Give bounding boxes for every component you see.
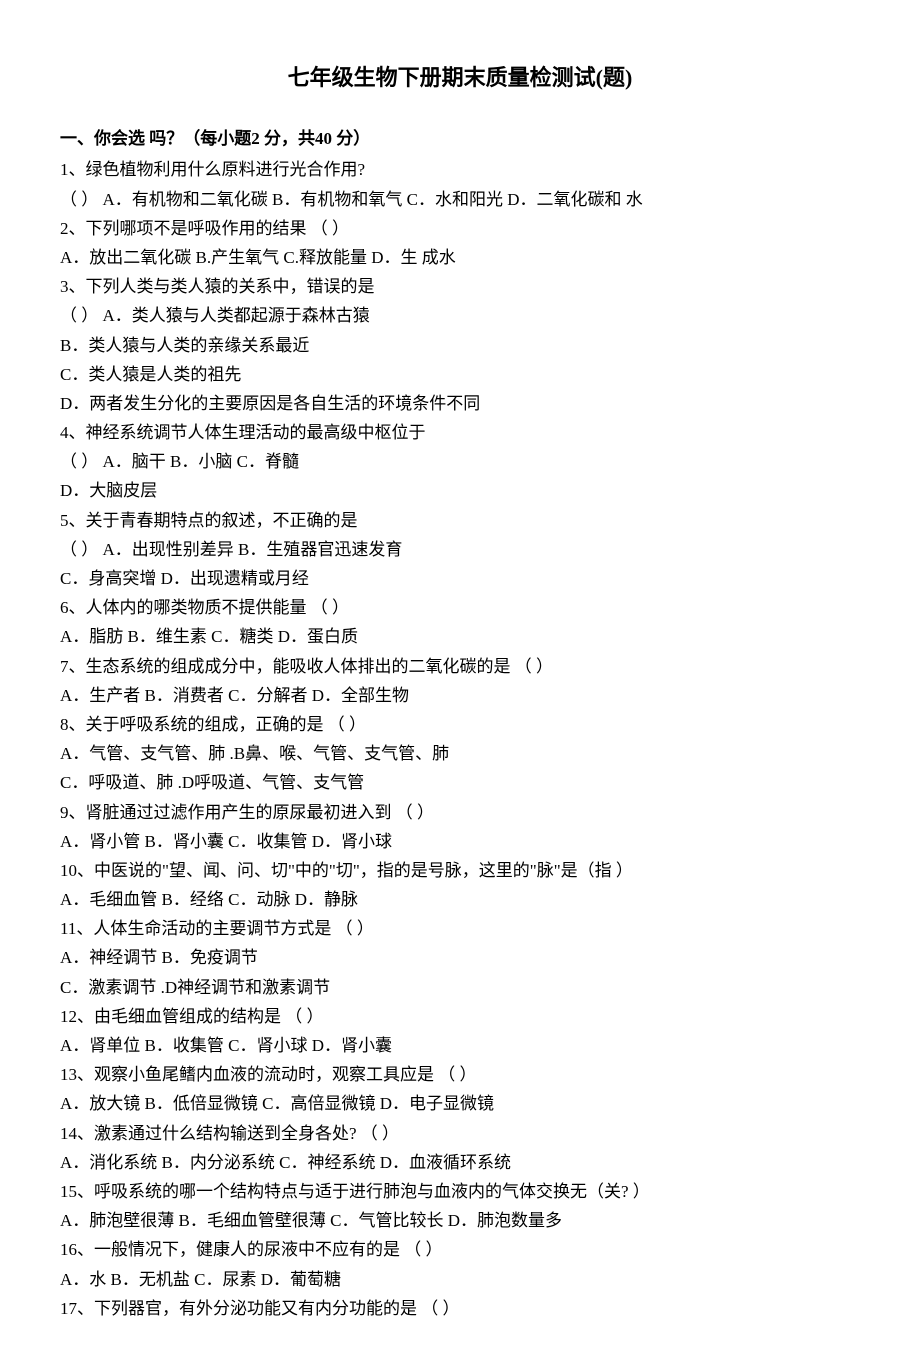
q11-line2: A．神经调节 B．免疫调节 (60, 944, 860, 971)
q8-line3: C．呼吸道、肺 .D呼吸道、气管、支气管 (60, 769, 860, 796)
q11-line3: C．激素调节 .D神经调节和激素调节 (60, 974, 860, 1001)
section-1-header: 一、你会选 吗？（每小题2 分，共40 分） (60, 125, 860, 152)
q13-options: A．放大镜 B．低倍显微镜 C．高倍显微镜 D．电子显微镜 (60, 1090, 860, 1117)
q15-options: A．肺泡壁很薄 B．毛细血管壁很薄 C．气管比较长 D．肺泡数量多 (60, 1207, 860, 1234)
q5-line2: （ ） A．出现性别差异 B．生殖器官迅速发育 (60, 536, 860, 563)
q3-optB: B．类人猿与人类的亲缘关系最近 (60, 332, 860, 359)
q16-stem: 16、一般情况下，健康人的尿液中不应有的是 （ ） (60, 1236, 860, 1263)
q12-options: A．肾单位 B．收集管 C．肾小球 D．肾小囊 (60, 1032, 860, 1059)
q10-options: A．毛细血管 B．经络 C．动脉 D．静脉 (60, 886, 860, 913)
q2-stem: 2、下列哪项不是呼吸作用的结果 （ ） (60, 215, 860, 242)
q5-stem: 5、关于青春期特点的叙述，不正确的是 (60, 507, 860, 534)
q3-stem: 3、下列人类与类人猿的关系中，错误的是 (60, 273, 860, 300)
q6-options: A．脂肪 B．维生素 C．糖类 D．蛋白质 (60, 623, 860, 650)
q8-stem: 8、关于呼吸系统的组成，正确的是 （ ） (60, 711, 860, 738)
q7-options: A．生产者 B．消费者 C．分解者 D．全部生物 (60, 682, 860, 709)
q9-stem: 9、肾脏通过过滤作用产生的原尿最初进入到 （ ） (60, 799, 860, 826)
q6-stem: 6、人体内的哪类物质不提供能量 （ ） (60, 594, 860, 621)
q3-line2: （ ） A．类人猿与人类都起源于森林古猿 (60, 302, 860, 329)
q4-optD: D．大脑皮层 (60, 477, 860, 504)
q12-stem: 12、由毛细血管组成的结构是 （ ） (60, 1003, 860, 1030)
q7-stem: 7、生态系统的组成成分中，能吸收人体排出的二氧化碳的是 （ ） (60, 653, 860, 680)
q4-line2: （ ） A．脑干 B．小脑 C．脊髓 (60, 448, 860, 475)
q1-stem: 1、绿色植物利用什么原料进行光合作用? (60, 156, 860, 183)
q14-stem: 14、激素通过什么结构输送到全身各处? （ ） (60, 1120, 860, 1147)
q5-line3: C．身高突增 D．出现遗精或月经 (60, 565, 860, 592)
q17-stem: 17、下列器官，有外分泌功能又有内分功能的是 （ ） (60, 1295, 860, 1322)
q14-options: A．消化系统 B．内分泌系统 C．神经系统 D．血液循环系统 (60, 1149, 860, 1176)
q13-stem: 13、观察小鱼尾鳍内血液的流动时，观察工具应是 （ ） (60, 1061, 860, 1088)
exam-title: 七年级生物下册期末质量检测试(题) (60, 60, 860, 95)
q3-optC: C．类人猿是人类的祖先 (60, 361, 860, 388)
q9-options: A．肾小管 B．肾小囊 C．收集管 D．肾小球 (60, 828, 860, 855)
q2-options: A．放出二氧化碳 B.产生氧气 C.释放能量 D．生 成水 (60, 244, 860, 271)
q11-stem: 11、人体生命活动的主要调节方式是 （ ） (60, 915, 860, 942)
q15-stem: 15、呼吸系统的哪一个结构特点与适于进行肺泡与血液内的气体交换无（关? ） (60, 1178, 860, 1205)
q4-stem: 4、神经系统调节人体生理活动的最高级中枢位于 (60, 419, 860, 446)
q3-optD: D．两者发生分化的主要原因是各自生活的环境条件不同 (60, 390, 860, 417)
q8-line2: A．气管、支气管、肺 .B鼻、喉、气管、支气管、肺 (60, 740, 860, 767)
q10-stem: 10、中医说的"望、闻、问、切"中的"切"，指的是号脉，这里的"脉"是（指 ） (60, 857, 860, 884)
q1-line2: （ ） A．有机物和二氧化碳 B．有机物和氧气 C．水和阳光 D．二氧化碳和 水 (60, 186, 860, 213)
q16-options: A．水 B．无机盐 C．尿素 D．葡萄糖 (60, 1266, 860, 1293)
